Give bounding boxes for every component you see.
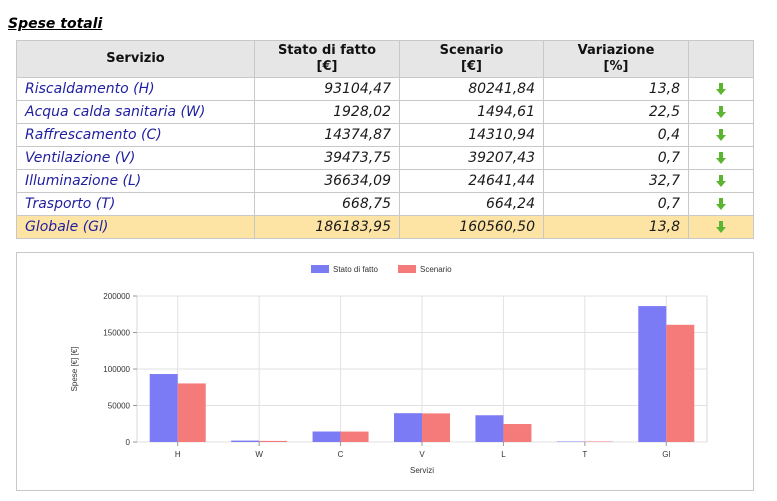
bar-stato-di-fatto — [312, 431, 341, 442]
service-name: Ventilazione (V) — [16, 146, 255, 170]
costs-table: Servizio Stato di fatto [€] Scenario [€] V… — [16, 40, 754, 239]
scenario-value: 24641,44 — [399, 169, 544, 193]
y-axis-label: Spese [€] [€] — [70, 347, 79, 392]
x-tick-label: H — [175, 450, 181, 459]
trend-cell — [688, 146, 754, 170]
bar-chart: 0 50000 100000 150000 200000 H W C V L T Gl Servizi S… — [70, 265, 708, 475]
bar-stato-di-fatto — [394, 413, 422, 442]
header-label: Servizio — [106, 51, 165, 66]
bar-stato-di-fatto — [231, 440, 260, 442]
down-arrow-icon — [715, 196, 727, 212]
x-tick-label: W — [255, 450, 263, 459]
section-title: Spese totali — [8, 16, 103, 32]
header-label: Variazione — [577, 43, 655, 58]
stato-di-fatto-value: 186183,95 — [254, 215, 400, 239]
stato-di-fatto-value: 39473,75 — [254, 146, 400, 170]
scenario-value: 14310,94 — [399, 123, 544, 147]
chart-panel: 0 50000 100000 150000 200000 H W C V L T Gl Servizi S… — [16, 252, 754, 491]
trend-cell — [688, 77, 754, 101]
stato-di-fatto-value: 36634,09 — [254, 169, 400, 193]
bar-stato-di-fatto — [475, 415, 504, 442]
bar-scenario — [259, 440, 288, 442]
header-unit: [%] — [603, 59, 629, 74]
down-arrow-icon — [715, 104, 727, 120]
service-name: Illuminazione (L) — [16, 169, 255, 193]
variazione-value: 0,7 — [543, 146, 689, 170]
header-trend — [688, 40, 754, 78]
table-row: Riscaldamento (H) 93104,47 80241,84 13,8 — [16, 77, 754, 101]
header-unit: [€] — [461, 59, 482, 74]
y-tick-label: 50000 — [108, 402, 131, 411]
variazione-value: 32,7 — [543, 169, 689, 193]
scenario-value: 80241,84 — [399, 77, 544, 101]
down-arrow-icon — [715, 219, 727, 235]
table-row: Trasporto (T) 668,75 664,24 0,7 — [16, 192, 754, 216]
bar-scenario — [503, 424, 532, 442]
down-arrow-icon — [715, 173, 727, 189]
header-scenario: Scenario [€] — [399, 40, 544, 78]
x-tick-label: Gl — [662, 450, 670, 459]
header-unit: [€] — [316, 59, 338, 74]
y-tick-label: 0 — [126, 438, 131, 447]
table-row: Ventilazione (V) 39473,75 39207,43 0,7 — [16, 146, 754, 170]
legend-label: Scenario — [420, 265, 452, 274]
scenario-value: 664,24 — [399, 192, 544, 216]
service-name: Trasporto (T) — [16, 192, 255, 216]
y-tick-label: 200000 — [103, 292, 130, 301]
bar-stato-di-fatto — [149, 374, 178, 442]
x-tick-label: T — [582, 450, 587, 459]
service-name: Acqua calda sanitaria (W) — [16, 100, 255, 124]
x-tick-label: V — [419, 450, 425, 459]
bar-stato-di-fatto — [638, 306, 667, 442]
y-tick-label: 150000 — [103, 329, 130, 338]
down-arrow-icon — [715, 150, 727, 166]
service-name: Riscaldamento (H) — [16, 77, 255, 101]
bar-scenario — [177, 383, 206, 442]
trend-cell — [688, 123, 754, 147]
bar-scenario — [584, 441, 613, 443]
table-total-row: Globale (Gl) 186183,95 160560,50 13,8 — [16, 215, 754, 239]
header-servizio: Servizio — [16, 40, 255, 78]
down-arrow-icon — [715, 127, 727, 143]
table-row: Illuminazione (L) 36634,09 24641,44 32,7 — [16, 169, 754, 193]
variazione-value: 13,8 — [543, 77, 689, 101]
y-tick-label: 100000 — [103, 365, 130, 374]
x-tick-label: C — [338, 450, 344, 459]
variazione-value: 0,4 — [543, 123, 689, 147]
legend-swatch — [398, 265, 416, 273]
x-tick-label: L — [501, 450, 506, 459]
table-row: Raffrescamento (C) 14374,87 14310,94 0,4 — [16, 123, 754, 147]
header-variazione: Variazione [%] — [543, 40, 689, 78]
stato-di-fatto-value: 1928,02 — [254, 100, 400, 124]
trend-cell — [688, 169, 754, 193]
table-row: Acqua calda sanitaria (W) 1928,02 1494,61 2… — [16, 100, 754, 124]
bar-stato-di-fatto — [556, 441, 585, 443]
stato-di-fatto-value: 93104,47 — [254, 77, 400, 101]
stato-di-fatto-value: 668,75 — [254, 192, 400, 216]
variazione-value: 13,8 — [543, 215, 689, 239]
service-name: Raffrescamento (C) — [16, 123, 255, 147]
legend-label: Stato di fatto — [333, 265, 378, 274]
x-axis-label: Servizi — [410, 466, 434, 475]
stato-di-fatto-value: 14374,87 — [254, 123, 400, 147]
variazione-value: 0,7 — [543, 192, 689, 216]
scenario-value: 1494,61 — [399, 100, 544, 124]
table-header-row: Servizio Stato di fatto [€] Scenario [€] V… — [16, 40, 754, 78]
down-arrow-icon — [715, 81, 727, 97]
trend-cell — [688, 192, 754, 216]
bar-scenario — [422, 413, 450, 442]
header-stato-di-fatto: Stato di fatto [€] — [254, 40, 400, 78]
service-name: Globale (Gl) — [16, 215, 255, 239]
legend-swatch — [311, 265, 329, 273]
header-label: Stato di fatto — [277, 43, 377, 58]
header-label: Scenario — [439, 43, 504, 58]
scenario-value: 39207,43 — [399, 146, 544, 170]
trend-cell — [688, 215, 754, 239]
trend-cell — [688, 100, 754, 124]
bar-scenario — [340, 431, 369, 442]
variazione-value: 22,5 — [543, 100, 689, 124]
scenario-value: 160560,50 — [399, 215, 544, 239]
bar-scenario — [666, 324, 695, 442]
